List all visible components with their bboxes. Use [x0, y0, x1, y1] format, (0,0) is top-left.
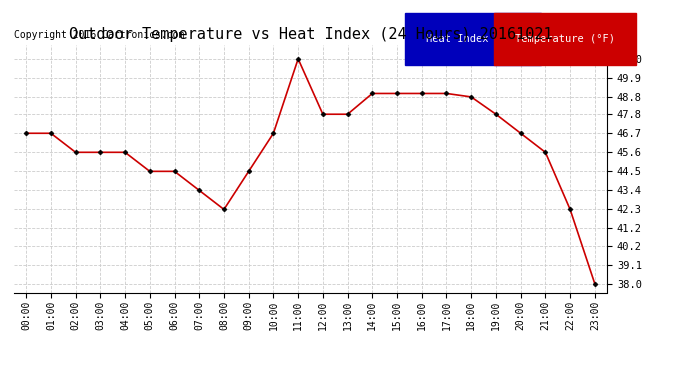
Text: Temperature (°F): Temperature (°F) [515, 34, 615, 44]
Text: Copyright 2016 Cartronics.com: Copyright 2016 Cartronics.com [14, 30, 184, 40]
Text: Heat Index (°F): Heat Index (°F) [426, 34, 520, 44]
Title: Outdoor Temperature vs Heat Index (24 Hours) 20161021: Outdoor Temperature vs Heat Index (24 Ho… [69, 27, 552, 42]
